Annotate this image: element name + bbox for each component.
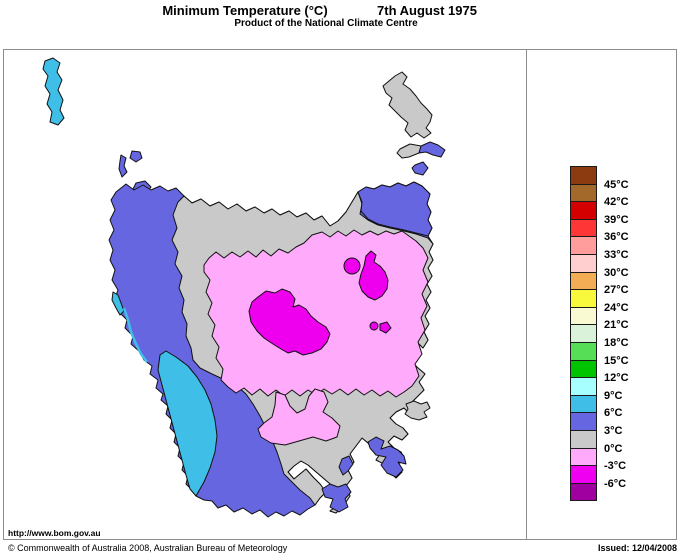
page-title-date: 7th August 1975	[377, 3, 477, 18]
legend-label: -6°C	[604, 477, 627, 490]
legend-label: 36°C	[604, 231, 629, 244]
region-bruny-island-3-6c	[321, 483, 352, 513]
legend-color-box	[570, 324, 597, 343]
legend-color-box	[570, 429, 597, 449]
legend-label: -3°C	[604, 460, 627, 473]
region-northeast-band-3-6c	[357, 181, 433, 237]
legend-color-box	[570, 447, 597, 467]
legend-panel-divider	[526, 49, 527, 540]
region-maria-island-0-3c	[404, 400, 431, 421]
temperature-legend: 45°C 42°C 39°C 36°C 33°C 30°C 27°C 24°C 21°C 18°C…	[570, 166, 680, 502]
region-magenta-northeast-neg3-neg6c	[358, 250, 389, 301]
legend-color-box	[570, 377, 597, 396]
region-clarke-island-3-6c	[411, 161, 429, 176]
legend-boxes	[570, 166, 680, 502]
region-king-island-6-9c	[42, 57, 65, 126]
legend-label: 15°C	[604, 354, 629, 367]
legend-color-box	[570, 201, 597, 220]
region-south-pink-tongue-0-neg3c	[257, 388, 341, 446]
legend-color-box	[570, 341, 597, 361]
region-magenta-dot-neg3-neg6c	[369, 321, 379, 331]
legend-label: 18°C	[604, 337, 629, 349]
legend-label: 21°C	[604, 319, 629, 332]
legend-color-box	[570, 183, 597, 203]
region-flinders-island-0-3c	[382, 71, 433, 139]
legend-label: 42°C	[604, 196, 629, 209]
region-west-coast-cyan-6-9c	[157, 350, 218, 497]
region-central-pink-0-neg3c	[203, 229, 429, 398]
region-coastal-cyan-line-6-9c	[122, 307, 148, 363]
legend-color-box	[570, 218, 597, 238]
region-magenta-round-spot-neg3-neg6c	[343, 257, 361, 275]
legend-color-box	[570, 465, 597, 484]
region-southeast-sliver-3-6c	[338, 455, 354, 476]
legend-label: 24°C	[604, 301, 629, 314]
legend-color-box	[570, 394, 597, 414]
legend-color-box	[570, 236, 597, 255]
legend-color-box	[570, 271, 597, 291]
region-magenta-central-neg3-neg6c	[248, 288, 331, 356]
legend-label: 39°C	[604, 213, 629, 226]
page-title: Minimum Temperature (°C)	[162, 3, 328, 18]
region-coastal-cyan-sliver-6-9c	[111, 291, 125, 316]
legend-label: 9°C	[604, 389, 623, 402]
legend-color-box	[570, 359, 597, 379]
legend-label: 45°C	[604, 178, 629, 191]
legend-label: 30°C	[604, 266, 629, 279]
region-tasman-peninsula-3-6c	[367, 436, 407, 478]
region-hunter-island-3-6c	[118, 154, 128, 178]
footer-copyright: © Commonwealth of Australia 2008, Austra…	[8, 543, 288, 553]
legend-label: 33°C	[604, 249, 629, 261]
map-frame-border	[3, 49, 677, 540]
legend-label: 3°C	[604, 425, 623, 437]
legend-label: 27°C	[604, 284, 629, 297]
region-magenta-dot2-neg3-neg6c	[379, 321, 392, 334]
region-cape-barren-east-3-6c	[418, 141, 446, 158]
legend-label: 6°C	[604, 407, 623, 420]
footer-issued-date: Issued: 12/04/2008	[597, 543, 677, 553]
region-three-hummock-island-3-6c	[129, 150, 143, 163]
legend-color-box	[570, 306, 597, 326]
region-cape-barren-island-0-3c	[396, 143, 422, 159]
footer-url: http://www.bom.gov.au	[8, 528, 101, 538]
legend-label: 12°C	[604, 372, 629, 385]
legend-color-box	[570, 412, 597, 431]
legend-label: 0°C	[604, 442, 623, 455]
page-subtitle: Product of the National Climate Centre	[234, 18, 418, 29]
legend-color-box	[570, 482, 597, 502]
legend-color-box	[570, 166, 597, 185]
legend-color-box	[570, 289, 597, 308]
legend-color-box	[570, 253, 597, 273]
